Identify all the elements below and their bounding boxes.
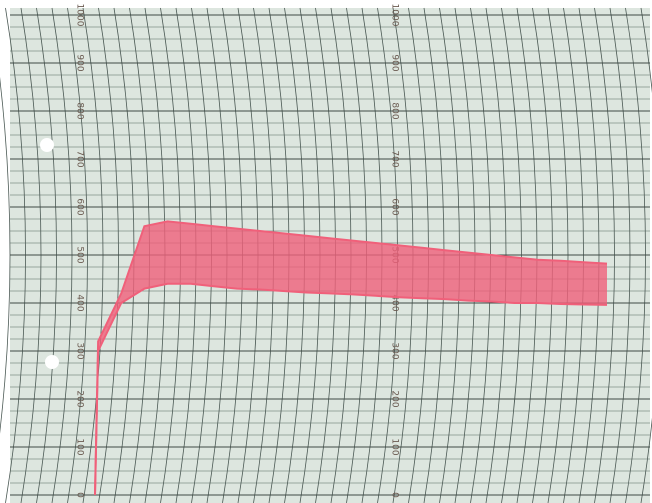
- paper-hole: [40, 138, 54, 152]
- y-tick-label: 100: [75, 438, 85, 455]
- paper-hole: [45, 355, 59, 369]
- y-tick-label: 300: [75, 342, 85, 359]
- y-tick-label: 500: [75, 246, 85, 263]
- y-tick-label: 600: [75, 198, 85, 215]
- y-tick-label: 0: [75, 492, 85, 498]
- y-tick-label: 200: [390, 390, 400, 407]
- y-tick-label: 200: [75, 390, 85, 407]
- y-tick-label: 700: [390, 150, 400, 167]
- y-tick-label: 600: [390, 198, 400, 215]
- y-tick-label: 900: [75, 54, 85, 71]
- y-tick-label: 900: [390, 54, 400, 71]
- y-tick-label: 0: [390, 492, 400, 498]
- y-tick-label: 800: [75, 102, 85, 119]
- y-tick-label: 1000: [75, 4, 85, 27]
- y-tick-label: 1000: [390, 4, 400, 27]
- y-tick-label: 700: [75, 150, 85, 167]
- y-tick-label: 300: [390, 342, 400, 359]
- chart: 0010010020020030030040040050050060060070…: [0, 0, 652, 503]
- y-tick-label: 800: [390, 102, 400, 119]
- y-tick-label: 100: [390, 438, 400, 455]
- y-tick-label: 400: [75, 294, 85, 311]
